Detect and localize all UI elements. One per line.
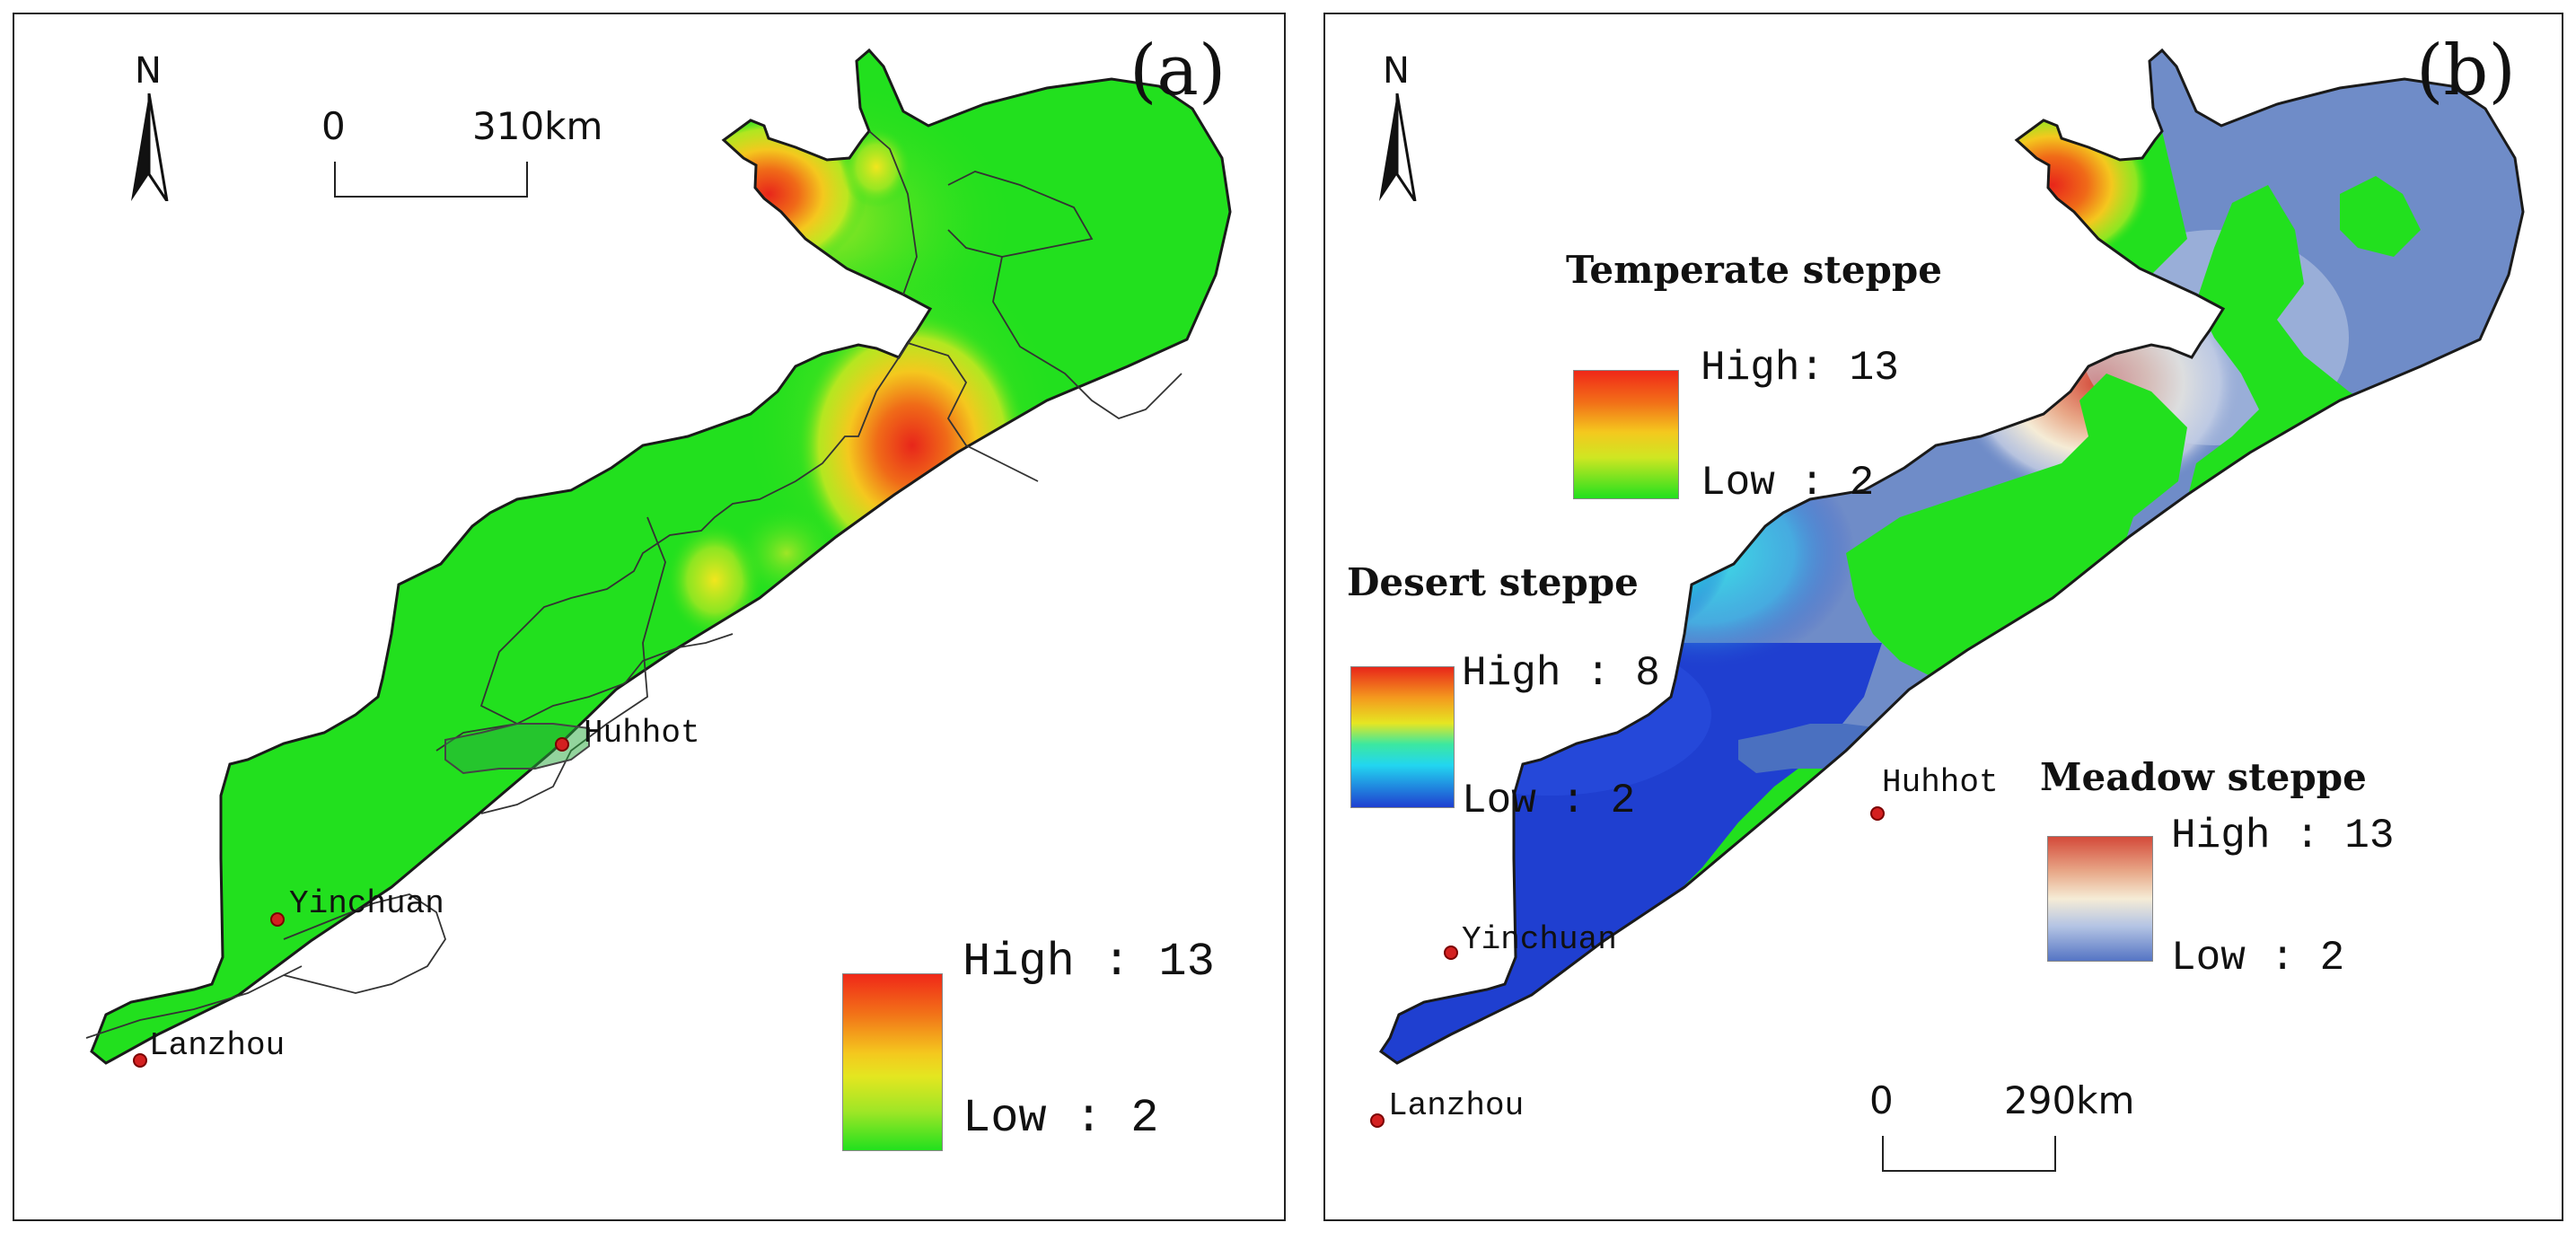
city-marker-icon: [1370, 1113, 1385, 1128]
legend-desert: Desert steppe High : 8 Low : 2: [1347, 560, 1660, 830]
city-marker-icon: [1870, 806, 1885, 821]
region-a-outline: [90, 48, 1232, 1065]
legend-meadow: Meadow steppe High : 13 Low : 2: [2040, 755, 2426, 1007]
north-arrow-icon: [131, 93, 169, 201]
city-label-yinchuan: Yinchuan: [289, 885, 444, 922]
legend-low: Low : 2: [1701, 460, 1875, 506]
color-ramp-meadow: [2047, 836, 2153, 962]
scale-end: 290km: [2004, 1078, 2135, 1122]
scale-start: 0: [1869, 1078, 1894, 1122]
legend-title-desert: Desert steppe: [1347, 560, 1639, 604]
north-arrow-a: N: [113, 50, 194, 203]
legend-low: Low : 2: [2171, 935, 2345, 981]
map-b-svg: [1370, 48, 2525, 1128]
legend-high: High : 8: [1462, 650, 1660, 697]
color-ramp-desert: [1350, 666, 1455, 808]
city-label-lanzhou: Lanzhou: [149, 1027, 286, 1064]
city-marker-icon: [270, 912, 285, 927]
map-panel-a: (a) N 0 310km Huhhot Yinchuan Lanzhou Hi…: [13, 13, 1286, 1221]
city-label-yinchuan: Yinchuan: [1462, 921, 1617, 958]
legend-high: High: 13: [1701, 345, 1899, 391]
north-label: N: [135, 50, 162, 92]
legend-title-temperate: Temperate steppe: [1566, 248, 1942, 292]
city-area-huhhot-a: [444, 723, 590, 775]
north-arrow-b: N: [1361, 50, 1442, 203]
legend-high: High : 13: [963, 936, 1215, 989]
city-label-huhhot: Huhhot: [1882, 764, 1999, 801]
legend-a: High : 13 Low : 2: [842, 930, 1215, 1164]
north-label: N: [1383, 50, 1410, 92]
city-marker-icon: [555, 737, 569, 752]
city-markers-b: [1370, 806, 1885, 1128]
map-panel-b: (b) N 0 290km Huhhot Yinchuan Lanzhou Te…: [1323, 13, 2563, 1221]
panel-tag-b: (b): [2416, 31, 2516, 111]
city-label-huhhot: Huhhot: [584, 715, 700, 752]
scale-bar-a: 0 310km: [321, 104, 681, 203]
map-a-svg: [85, 48, 1232, 1068]
color-ramp-temperate: [1573, 370, 1679, 499]
legend-high: High : 13: [2171, 813, 2395, 859]
region-b-outline: [1378, 48, 2525, 1065]
city-marker-icon: [1444, 946, 1458, 960]
panel-tag-a: (a): [1130, 31, 1226, 111]
legend-low: Low : 2: [963, 1092, 1159, 1145]
legend-low: Low : 2: [1462, 778, 1636, 824]
legend-temperate: Temperate steppe High: 13 Low : 2: [1566, 248, 1952, 506]
scale-bar-b: 0 290km: [1869, 1078, 2157, 1177]
city-label-lanzhou: Lanzhou: [1388, 1087, 1525, 1124]
north-arrow-icon: [1379, 93, 1417, 201]
city-marker-icon: [133, 1053, 147, 1068]
scale-start: 0: [321, 104, 346, 148]
steppe-boundaries-a: [85, 130, 1182, 1039]
scale-end: 310km: [472, 104, 603, 148]
legend-title-meadow: Meadow steppe: [2040, 755, 2367, 799]
city-markers-a: [133, 737, 569, 1068]
color-ramp-a: [842, 973, 943, 1151]
